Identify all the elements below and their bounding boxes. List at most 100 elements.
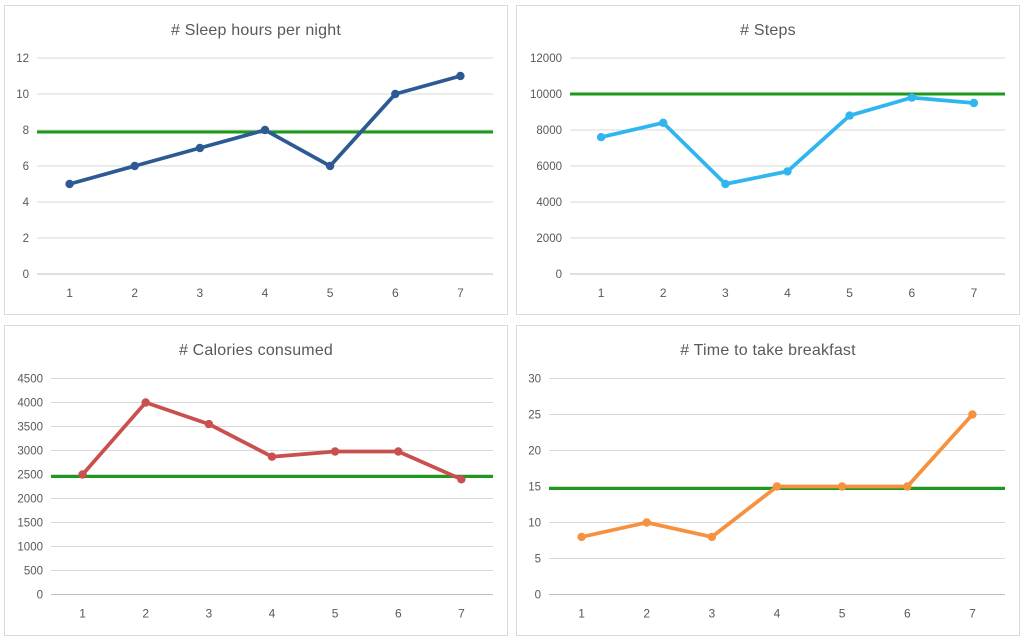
x-tick-label: 4 xyxy=(262,286,269,300)
data-point-marker xyxy=(968,410,977,419)
y-tick-label: 2000 xyxy=(536,233,562,245)
data-point-marker xyxy=(772,482,782,491)
y-tick-label: 0 xyxy=(535,590,541,602)
y-tick-label: 2 xyxy=(23,233,29,245)
data-point-marker xyxy=(642,518,651,527)
data-point-marker xyxy=(659,118,668,128)
data-point-marker xyxy=(907,93,916,102)
data-point-marker xyxy=(204,419,214,429)
data-point-marker xyxy=(260,125,270,135)
data-point-marker xyxy=(969,98,979,108)
data-point-marker xyxy=(783,167,792,176)
data-series-line xyxy=(80,400,464,482)
y-tick-label: 5 xyxy=(535,554,541,566)
x-tick-label: 7 xyxy=(458,607,465,621)
data-point-marker xyxy=(457,475,466,484)
chart-title-breakfast-time: # Time to take breakfast xyxy=(680,342,856,359)
data-point-marker xyxy=(330,447,340,456)
y-tick-label: 12 xyxy=(16,53,29,65)
x-tick-label: 1 xyxy=(66,286,73,300)
y-tick-label: 3500 xyxy=(17,422,43,434)
data-point-marker xyxy=(903,482,912,491)
y-tick-label: 12000 xyxy=(530,53,562,65)
y-tick-label: 30 xyxy=(528,374,541,386)
x-tick-label: 7 xyxy=(971,286,978,300)
breakfast-time-plot-area: 0 5 10 15 20 25 30 1 2 3 4 5 6 7 xyxy=(528,374,1005,621)
y-tick-label: 3000 xyxy=(17,446,43,458)
x-tick-label: 3 xyxy=(206,607,213,621)
x-tick-label: 5 xyxy=(327,286,334,300)
data-point-marker xyxy=(456,71,465,81)
y-tick-label: 15 xyxy=(528,482,541,494)
y-tick-label: 1000 xyxy=(17,542,43,554)
x-tick-label: 7 xyxy=(457,286,464,300)
x-tick-label: 4 xyxy=(774,607,781,621)
data-point-marker xyxy=(707,532,717,542)
x-tick-label: 1 xyxy=(79,607,86,621)
x-tick-label: 2 xyxy=(131,286,138,300)
y-tick-label: 0 xyxy=(37,590,43,602)
x-tick-label: 6 xyxy=(908,286,915,300)
x-tick-label: 2 xyxy=(660,286,667,300)
chart-panel-sleep-hours: 0 2 4 6 8 10 12 1 2 3 4 5 6 7 # Sleep hours per night xyxy=(4,5,508,315)
y-tick-label: 500 xyxy=(24,566,43,578)
x-tick-label: 3 xyxy=(709,607,716,621)
y-tick-label: 20 xyxy=(528,446,541,458)
chart-panel-steps: 0 2000 4000 6000 8000 10000 12000 1 2 3 4 5 6 7 # Ste… xyxy=(516,5,1020,315)
x-tick-label: 3 xyxy=(722,286,729,300)
chart-panel-calories: 0 500 1000 1500 2000 2500 3000 3500 4000 4500 1 2 3 4… xyxy=(4,325,508,636)
chart-panel-breakfast-time: 0 5 10 15 20 25 30 1 2 3 4 5 6 7 # Time to take break… xyxy=(516,325,1020,636)
y-tick-label: 10 xyxy=(16,89,29,101)
y-tick-label: 25 xyxy=(528,410,541,422)
x-tick-label: 5 xyxy=(846,286,853,300)
y-tick-label: 8 xyxy=(23,125,29,137)
x-tick-label: 3 xyxy=(197,286,204,300)
y-tick-label: 10000 xyxy=(530,89,562,101)
y-tick-label: 2000 xyxy=(17,494,43,506)
y-tick-label: 4 xyxy=(23,197,30,209)
data-point-marker xyxy=(721,179,730,189)
y-tick-label: 1500 xyxy=(17,518,43,530)
data-point-marker xyxy=(130,161,139,171)
x-tick-label: 4 xyxy=(269,607,276,621)
data-point-marker xyxy=(577,532,586,542)
y-tick-label: 4500 xyxy=(17,374,43,386)
x-tick-label: 2 xyxy=(142,607,149,621)
x-tick-label: 5 xyxy=(839,607,846,621)
y-tick-label: 4000 xyxy=(17,398,43,410)
chart-title-sleep-hours: # Sleep hours per night xyxy=(170,22,342,39)
data-point-marker xyxy=(267,452,277,461)
y-tick-label: 0 xyxy=(556,269,562,281)
x-tick-label: 6 xyxy=(392,286,399,300)
steps-plot-area: 0 2000 4000 6000 8000 10000 12000 1 2 3 4 5 6 7 xyxy=(530,53,1005,300)
y-tick-label: 4000 xyxy=(536,197,562,209)
y-tick-label: 0 xyxy=(23,269,29,281)
data-point-marker xyxy=(394,447,403,456)
x-tick-label: 5 xyxy=(332,607,339,621)
data-point-marker xyxy=(78,470,87,479)
data-point-marker xyxy=(325,161,335,171)
x-tick-label: 6 xyxy=(904,607,911,621)
x-tick-label: 4 xyxy=(784,286,791,300)
y-tick-label: 10 xyxy=(528,518,541,530)
data-point-marker xyxy=(141,398,150,407)
calories-plot-area: 0 500 1000 1500 2000 2500 3000 3500 4000 4500 1 2 3 4… xyxy=(17,374,493,621)
y-tick-label: 6000 xyxy=(536,161,562,173)
chart-title-steps: # Steps xyxy=(740,22,796,39)
y-tick-label: 2500 xyxy=(17,470,43,482)
data-series-line xyxy=(579,412,975,539)
x-tick-label: 7 xyxy=(969,607,976,621)
x-tick-label: 2 xyxy=(643,607,650,621)
y-tick-label: 8000 xyxy=(536,125,562,137)
data-point-marker xyxy=(845,111,854,120)
chart-title-calories: # Calories consumed xyxy=(178,342,334,359)
data-point-marker xyxy=(391,89,400,99)
data-point-marker xyxy=(837,482,847,491)
data-point-marker xyxy=(596,133,606,142)
data-point-marker xyxy=(65,179,74,189)
data-point-marker xyxy=(195,143,205,153)
x-tick-label: 1 xyxy=(598,286,605,300)
x-tick-label: 1 xyxy=(578,607,585,621)
y-tick-label: 6 xyxy=(23,161,29,173)
